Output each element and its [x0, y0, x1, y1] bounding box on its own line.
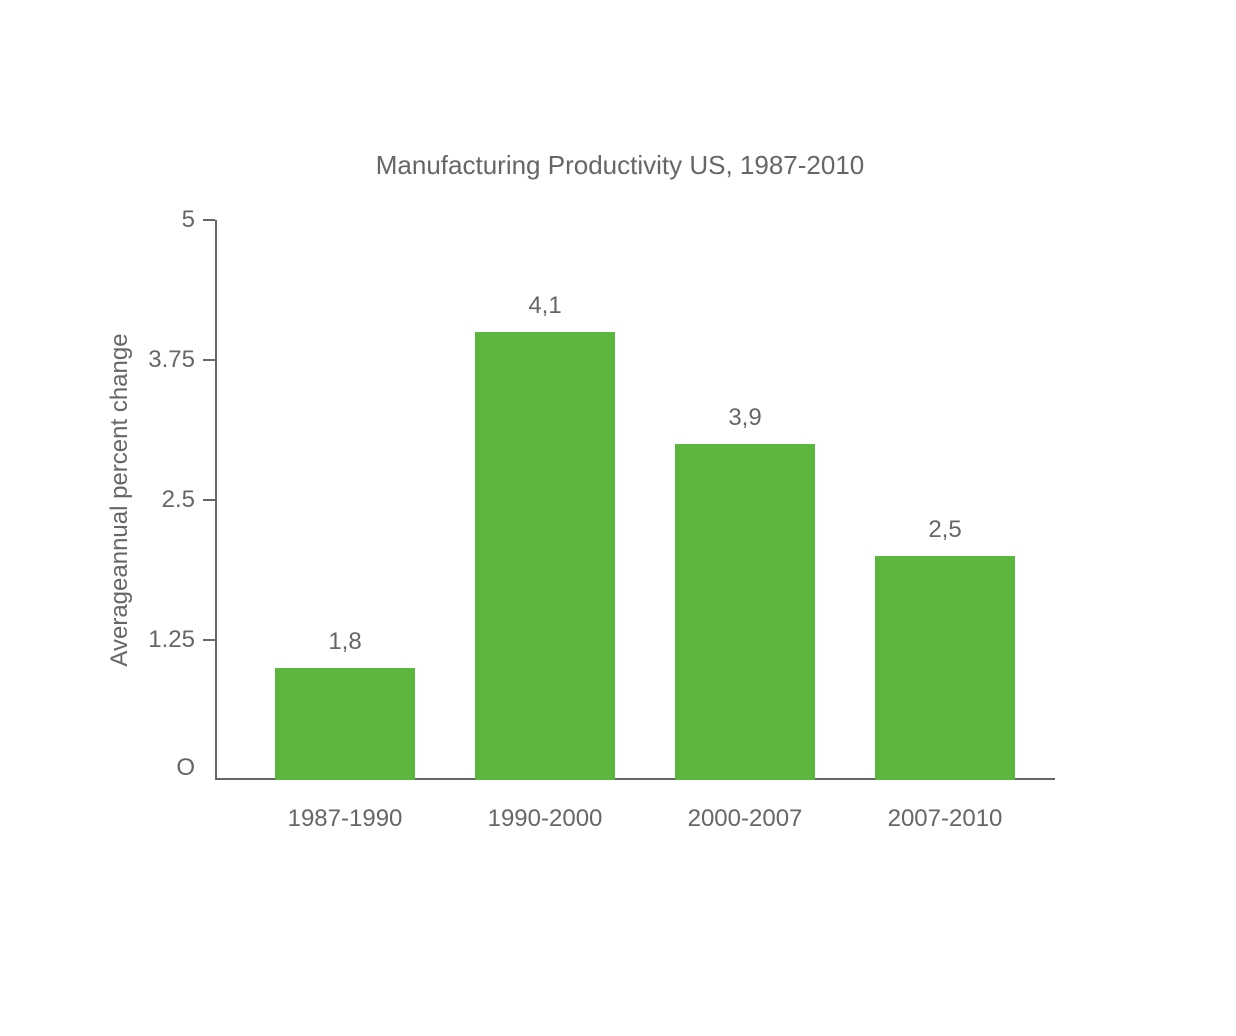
bar-value-label: 2,5	[928, 516, 961, 544]
y-tick	[203, 359, 215, 361]
plot-area: Averageannual percent change 1,84,13,92,…	[215, 220, 1055, 780]
bar: 4,1	[475, 332, 615, 780]
x-tick-label: 2007-2010	[888, 805, 1003, 833]
y-tick-label: 1.25	[148, 626, 195, 654]
bar: 1,8	[275, 668, 415, 780]
bar: 3,9	[675, 444, 815, 780]
bar-value-label: 4,1	[528, 292, 561, 320]
y-tick	[203, 639, 215, 641]
y-tick-label: 3.75	[148, 346, 195, 374]
y-tick-label: 5	[182, 206, 195, 234]
bar: 2,5	[875, 556, 1015, 780]
bar-value-label: 3,9	[728, 404, 761, 432]
chart-title: Manufacturing Productivity US, 1987-2010	[140, 150, 1100, 181]
bars-region: 1,8 4,1 3,9 2,5	[215, 220, 1055, 780]
x-tick-label: 1990-2000	[488, 805, 603, 833]
x-tick-label: 2000-2007	[688, 805, 803, 833]
y-tick	[203, 499, 215, 501]
y-tick-label: 2.5	[162, 486, 195, 514]
productivity-bar-chart: Manufacturing Productivity US, 1987-2010…	[140, 160, 1100, 880]
x-tick-label: 1987-1990	[288, 805, 403, 833]
y-axis-title: Averageannual percent change	[106, 333, 134, 666]
bar-value-label: 1,8	[328, 628, 361, 656]
y-tick	[203, 219, 215, 221]
y-zero-label: O	[176, 754, 195, 782]
